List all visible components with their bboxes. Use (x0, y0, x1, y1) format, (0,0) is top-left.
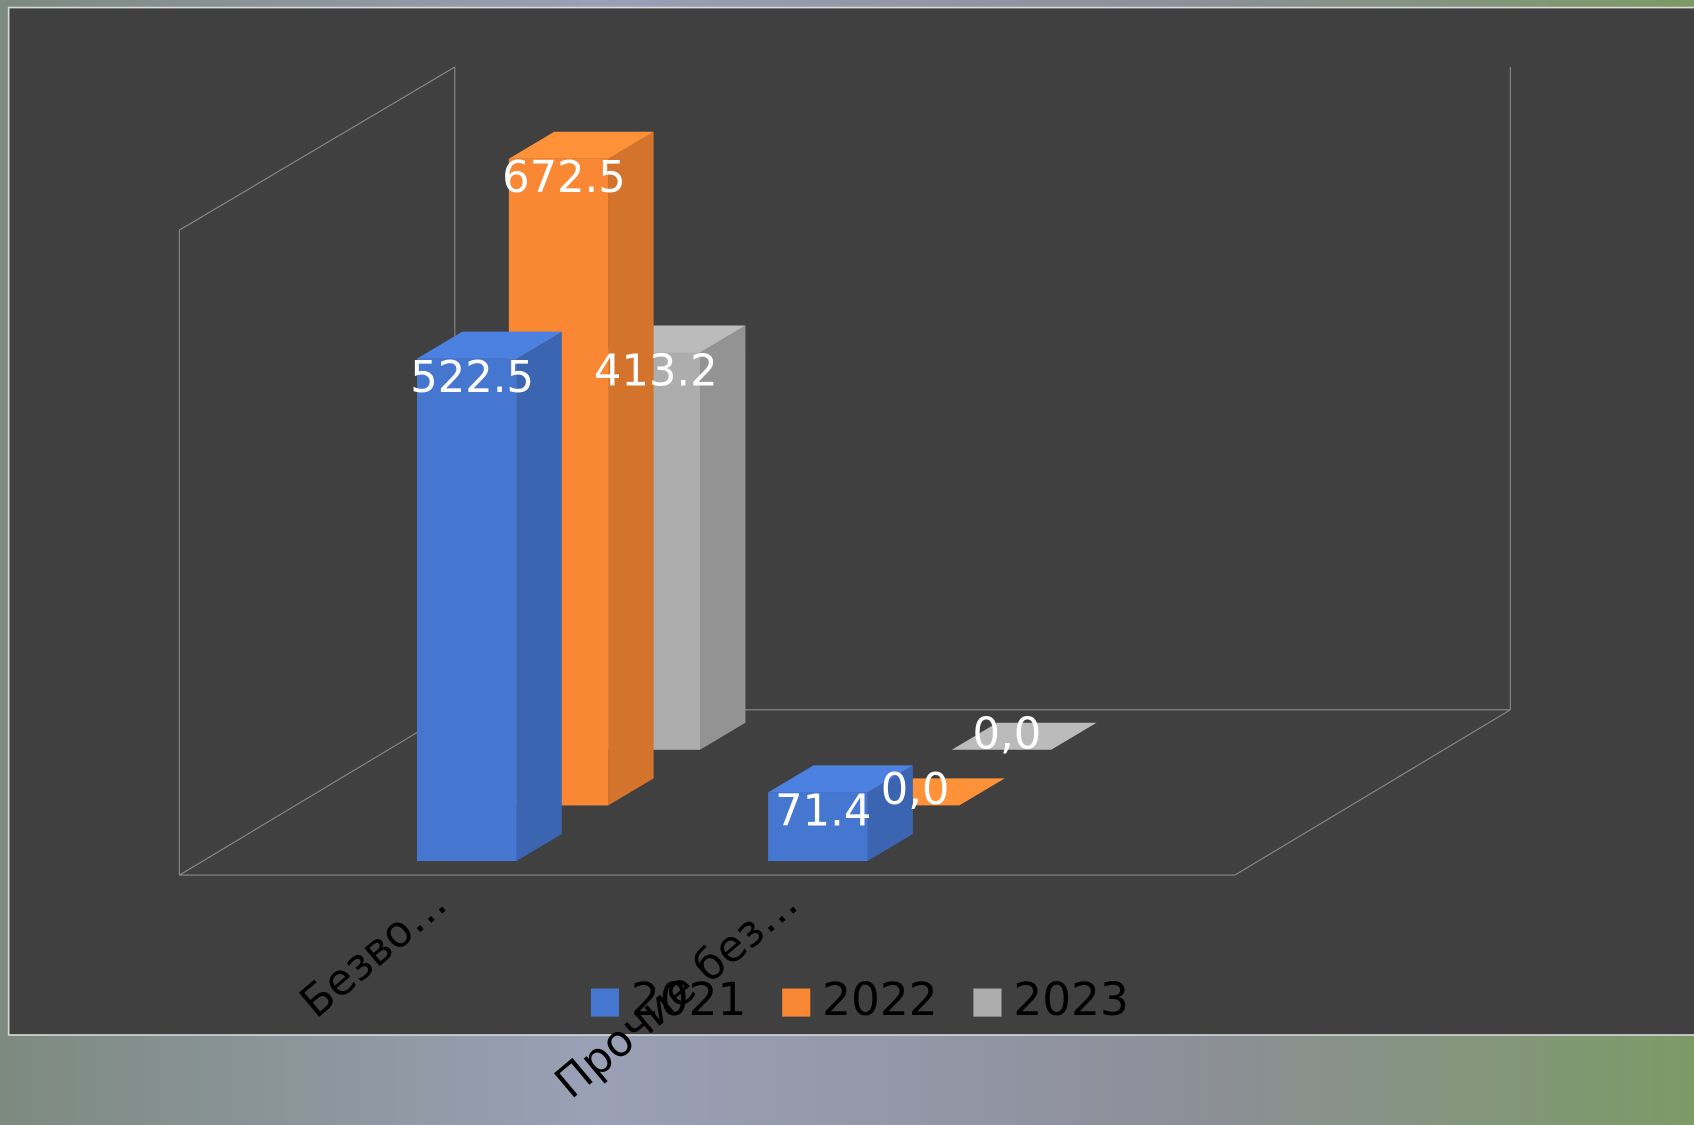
wall-edge (179, 66, 456, 231)
bar-top (951, 722, 1097, 750)
bar (768, 792, 868, 862)
bar (417, 358, 517, 862)
bar-top (417, 331, 562, 359)
value-label: 522.5 (410, 353, 534, 403)
legend-swatch (973, 988, 1002, 1017)
value-label: 71.4 (775, 787, 871, 837)
value-label: 0,0 (881, 765, 950, 815)
bar-side (516, 331, 562, 862)
legend-label: 2021 (631, 973, 746, 1026)
floor-edge (179, 709, 456, 876)
bar-top (768, 765, 913, 793)
bar-side (608, 131, 654, 806)
value-label: 413.2 (594, 347, 718, 397)
legend-label: 2022 (822, 973, 937, 1026)
plot (417, 131, 1097, 862)
legend-label: 2023 (1013, 973, 1128, 1026)
floor-edge (1234, 709, 1511, 876)
value-label: 0,0 (973, 709, 1042, 759)
chart-panel (7, 6, 1694, 1036)
legend-swatch (782, 988, 811, 1017)
bar-top (508, 131, 654, 159)
value-label: 672.5 (502, 153, 626, 203)
bar-side (867, 765, 913, 862)
bar-side (700, 325, 746, 750)
legend-swatch (590, 988, 620, 1017)
